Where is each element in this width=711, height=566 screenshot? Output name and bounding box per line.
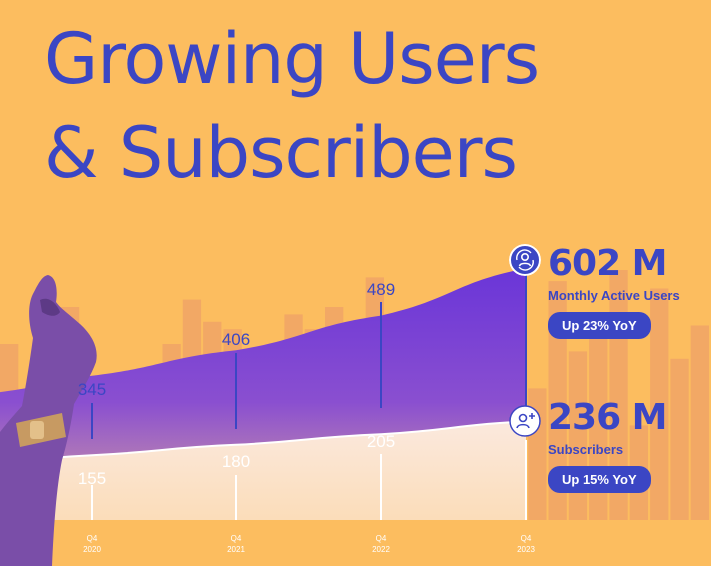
- mau-data-label: 345: [78, 380, 106, 399]
- background-bar: [589, 336, 608, 566]
- background-bar: [568, 351, 588, 566]
- chart-areas: [0, 268, 711, 566]
- add-user-icon: [509, 405, 541, 437]
- chart-labels: 345 155 406 180 489 205 Q4 2020 Q4 2021 Q4 2022 Q4 20…: [78, 280, 536, 554]
- subscribers-value: 236 M: [548, 397, 668, 438]
- subscribers-growth-badge: Up 15% YoY: [548, 466, 651, 493]
- vertical-dividers: [91, 260, 527, 520]
- mau-data-label: 489: [367, 280, 395, 299]
- background-bar: [650, 288, 669, 566]
- x-tick-year: 2020: [83, 545, 101, 554]
- x-tick-quarter: Q4: [87, 534, 98, 543]
- x-tick-quarter: Q4: [521, 534, 532, 543]
- x-axis-band: [0, 520, 711, 566]
- mau-data-label: 406: [222, 330, 250, 349]
- background-bar: [548, 281, 567, 566]
- x-tick-year: 2022: [372, 545, 390, 554]
- mau-growth-badge: Up 23% YoY: [548, 312, 651, 339]
- subscribers-label: Subscribers: [548, 442, 624, 457]
- subscribers-data-label: 205: [367, 432, 395, 451]
- x-tick-quarter: Q4: [376, 534, 387, 543]
- subscribers-metric: 236 M Subscribers Up 15% YoY: [548, 397, 668, 493]
- background-bar: [690, 325, 709, 566]
- mau-value: 602 M: [548, 243, 668, 284]
- x-tick-quarter: Q4: [231, 534, 242, 543]
- background-bar: [670, 358, 689, 566]
- title-line-1: Growing Users: [44, 18, 540, 100]
- hand-illustration: [0, 275, 97, 566]
- x-tick-year: 2023: [517, 545, 535, 554]
- mau-metric: 602 M Monthly Active Users Up 23% YoY: [548, 246, 680, 339]
- title-line-2: & Subscribers: [44, 112, 518, 194]
- subscribers-data-label: 180: [222, 452, 250, 471]
- users-refresh-icon: [509, 244, 541, 276]
- mau-label: Monthly Active Users: [548, 288, 680, 303]
- x-tick-year: 2021: [227, 545, 245, 554]
- subscribers-line: [0, 420, 527, 463]
- subscribers-data-label: 155: [78, 469, 106, 488]
